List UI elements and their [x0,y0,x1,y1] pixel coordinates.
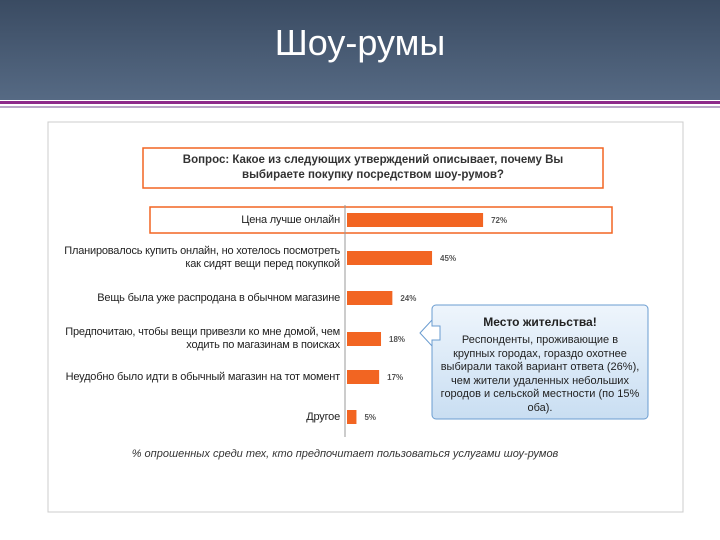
callout-arrow [419,318,441,348]
bar [347,251,433,265]
header-rule [0,101,720,104]
footnote: % опрошенных среди тех, кто предпочитает… [131,448,559,460]
value-label: 5% [364,413,376,422]
callout-text: Респонденты, проживающие в крупных город… [440,334,640,414]
category-label: Неудобно было идти в обычный магазин на … [65,370,341,383]
value-label: 18% [389,335,405,344]
value-label: 24% [400,294,416,303]
question-box [142,147,604,189]
header-rule [0,106,720,108]
bar [347,410,357,424]
bar [347,213,484,227]
header-bg [0,0,720,100]
category-label: Предпочитаю, чтобы вещи привезли ко мне … [65,326,340,351]
category-label: Вещь была уже распродана в обычном магаз… [97,291,340,304]
callout-box [431,304,649,420]
highlight-box [149,206,613,234]
bar [347,291,393,305]
slide-title: Шоу-румы [274,22,446,63]
category-label: Другое [306,410,340,423]
value-label: 45% [440,254,456,263]
bar [347,332,382,346]
callout-title: Место жительства! [483,315,597,329]
chart-title: Вопрос: Какое из следующих утверждений о… [182,154,564,181]
value-label: 72% [491,216,507,225]
category-label: Цена лучше онлайн [241,213,340,226]
value-label: 17% [387,373,403,382]
category-label: Планировалось купить онлайн, но хотелось… [64,245,340,270]
bar [347,370,380,384]
